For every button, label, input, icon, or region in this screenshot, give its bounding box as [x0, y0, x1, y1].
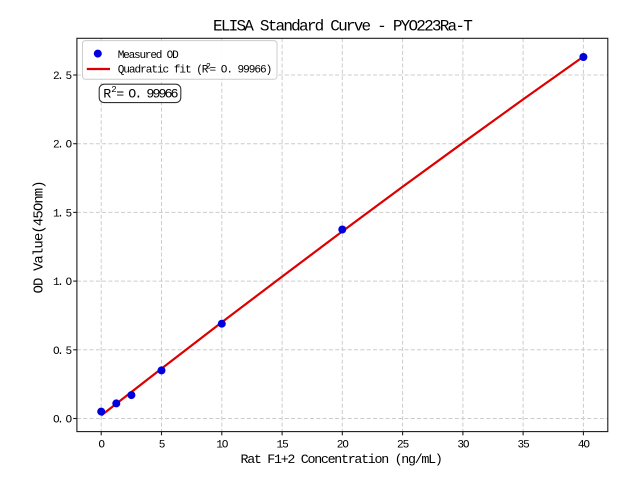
- svg-text:2: 2: [206, 62, 211, 71]
- svg-text:O: O: [98, 440, 105, 452]
- svg-text:4O: 4O: [578, 440, 591, 452]
- svg-text:1O: 1O: [216, 440, 229, 452]
- svg-text:R: R: [103, 86, 111, 101]
- svg-text:ELISA Standard Curve - PYO223R: ELISA Standard Curve - PYO223Ra-T: [213, 18, 472, 36]
- svg-text:35: 35: [518, 440, 530, 452]
- svg-text:1. 5: 1. 5: [53, 208, 71, 220]
- svg-text:2O: 2O: [337, 440, 350, 452]
- svg-text:2. 5: 2. 5: [53, 71, 71, 83]
- svg-text:OD Value(45Onm): OD Value(45Onm): [31, 182, 47, 294]
- svg-text:= O. 99966): = O. 99966): [210, 65, 272, 77]
- svg-text:Measured OD: Measured OD: [118, 50, 179, 62]
- svg-text:5: 5: [159, 440, 165, 452]
- svg-text:25: 25: [397, 440, 409, 452]
- svg-text:= O. 99966: = O. 99966: [116, 86, 178, 101]
- svg-text:1. O: 1. O: [53, 277, 72, 289]
- svg-text:15: 15: [277, 440, 289, 452]
- svg-text:O. O: O. O: [53, 415, 72, 427]
- svg-text:3O: 3O: [457, 440, 470, 452]
- svg-text:2: 2: [111, 85, 116, 95]
- svg-text:Rat F1+2 Concentration (ng/mL): Rat F1+2 Concentration (ng/mL): [241, 452, 442, 467]
- svg-text:O. 5: O. 5: [53, 346, 71, 358]
- svg-text:Quadratic fit (R: Quadratic fit (R: [118, 65, 209, 77]
- svg-text:2. O: 2. O: [53, 140, 72, 152]
